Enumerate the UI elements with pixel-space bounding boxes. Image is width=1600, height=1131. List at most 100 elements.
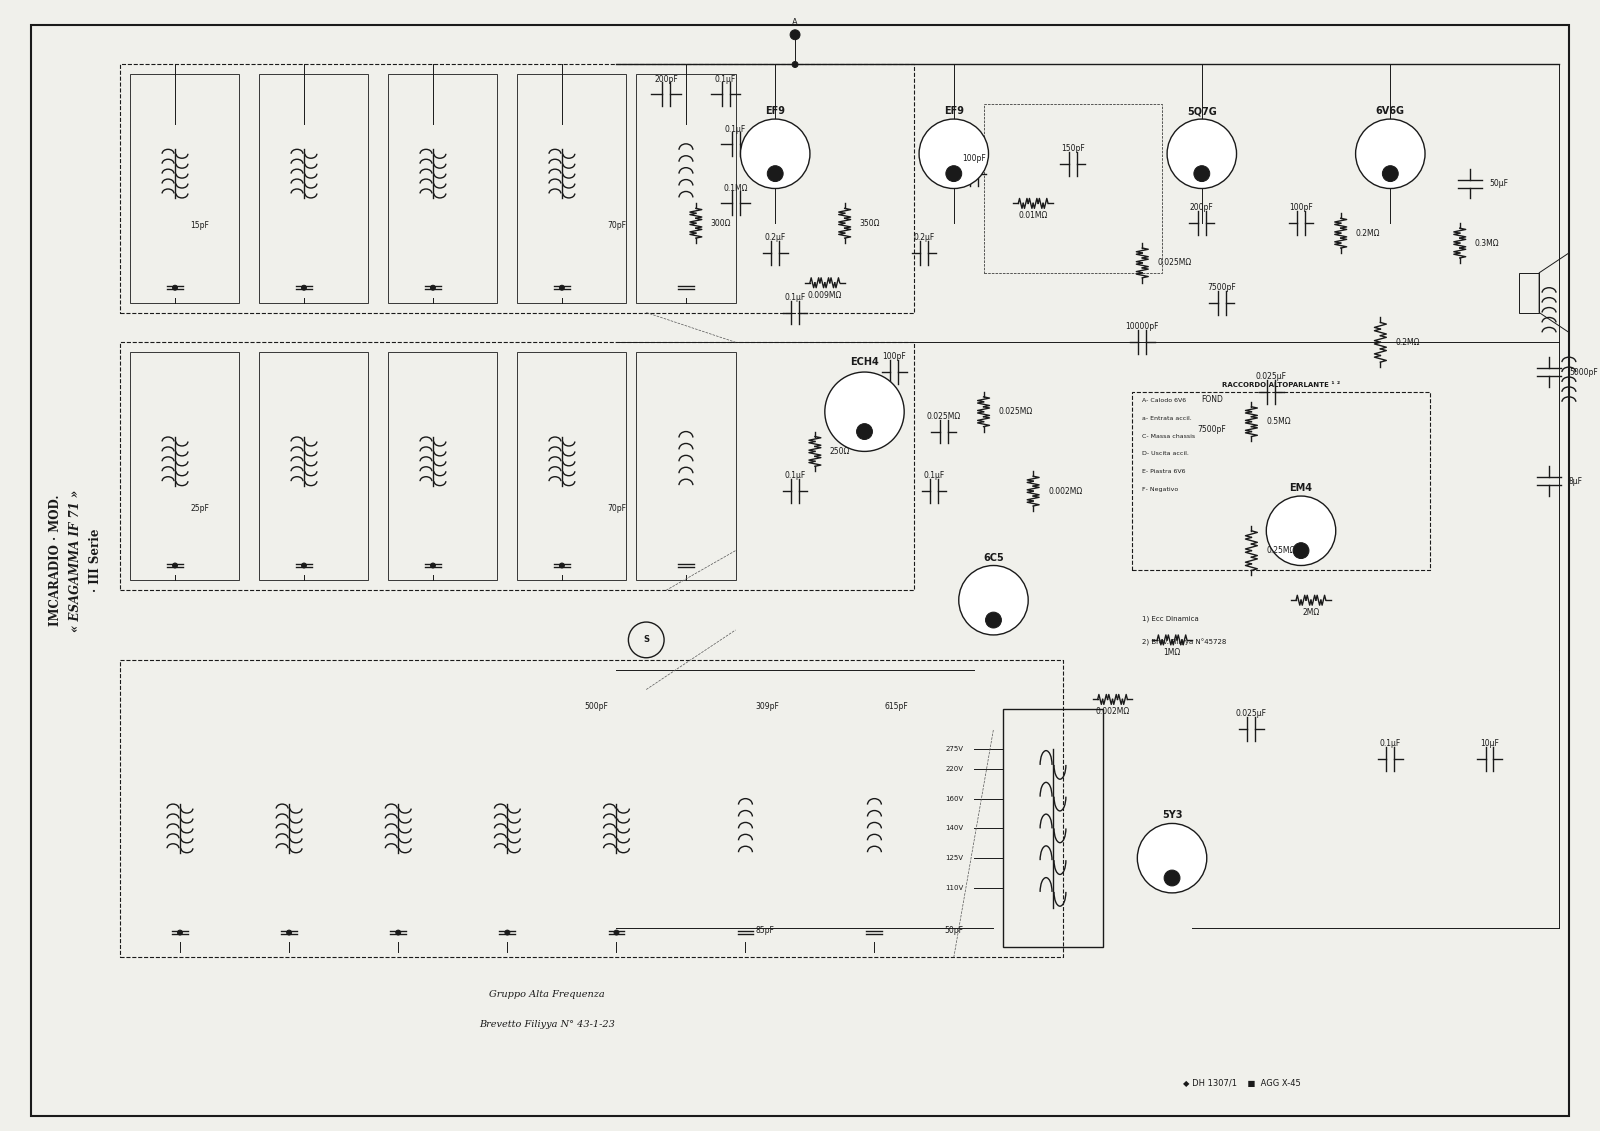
Text: 15pF: 15pF bbox=[190, 222, 210, 231]
Text: EM4: EM4 bbox=[1290, 483, 1312, 493]
Text: 0.3MΩ: 0.3MΩ bbox=[1475, 239, 1499, 248]
Circle shape bbox=[1293, 543, 1309, 559]
Circle shape bbox=[792, 61, 798, 68]
Text: a- Entrata accil.: a- Entrata accil. bbox=[1142, 416, 1192, 421]
Text: EF9: EF9 bbox=[765, 106, 786, 116]
Text: S: S bbox=[643, 636, 650, 645]
Circle shape bbox=[1165, 870, 1179, 886]
Circle shape bbox=[768, 165, 782, 182]
Text: 0.1MΩ: 0.1MΩ bbox=[723, 184, 747, 193]
Bar bbox=[637, 352, 736, 580]
Text: 0.1μF: 0.1μF bbox=[923, 472, 944, 481]
Text: 10000pF: 10000pF bbox=[1125, 322, 1158, 331]
Text: 8μF: 8μF bbox=[1570, 476, 1582, 485]
Text: A: A bbox=[792, 18, 798, 27]
Text: 0.1μF: 0.1μF bbox=[725, 124, 746, 133]
Text: 5000pF: 5000pF bbox=[1570, 368, 1598, 377]
Text: Brevetto Filiyya N° 43-1-23: Brevetto Filiyya N° 43-1-23 bbox=[478, 1020, 614, 1029]
Circle shape bbox=[560, 563, 565, 568]
Text: 0.1μF: 0.1μF bbox=[784, 293, 806, 302]
Circle shape bbox=[856, 424, 872, 440]
Text: 70pF: 70pF bbox=[606, 504, 626, 513]
Text: 1) Ecc Dinamica: 1) Ecc Dinamica bbox=[1142, 615, 1198, 622]
Text: EF9: EF9 bbox=[944, 106, 963, 116]
Circle shape bbox=[430, 563, 435, 568]
Text: « ESAGAMMA IF 71 »: « ESAGAMMA IF 71 » bbox=[69, 490, 82, 632]
Text: 300Ω: 300Ω bbox=[710, 218, 731, 227]
Bar bbox=[984, 104, 1162, 273]
Bar bbox=[120, 64, 914, 312]
Bar bbox=[130, 352, 240, 580]
Text: 200pF: 200pF bbox=[1190, 204, 1214, 213]
Text: 0.1μF: 0.1μF bbox=[715, 76, 736, 85]
Circle shape bbox=[173, 285, 178, 291]
Text: 0.025MΩ: 0.025MΩ bbox=[926, 412, 962, 421]
Circle shape bbox=[986, 612, 1002, 628]
Text: 1MΩ: 1MΩ bbox=[1163, 648, 1181, 657]
Text: 25pF: 25pF bbox=[190, 504, 210, 513]
Text: 100pF: 100pF bbox=[962, 154, 986, 163]
Text: 5Q7G: 5Q7G bbox=[1187, 106, 1216, 116]
Text: 6V6G: 6V6G bbox=[1376, 106, 1405, 116]
Text: · III Serie: · III Serie bbox=[90, 529, 102, 593]
Bar bbox=[517, 352, 627, 580]
Text: C- Massa chassis: C- Massa chassis bbox=[1142, 433, 1195, 439]
Text: 0.025μF: 0.025μF bbox=[1235, 709, 1267, 718]
Circle shape bbox=[1382, 165, 1398, 182]
Text: 0.002MΩ: 0.002MΩ bbox=[1096, 707, 1130, 716]
Text: D- Uscita accil.: D- Uscita accil. bbox=[1142, 451, 1189, 457]
Circle shape bbox=[301, 563, 307, 568]
Circle shape bbox=[741, 119, 810, 189]
Text: 2) Brev. Filiyya N°45728: 2) Brev. Filiyya N°45728 bbox=[1142, 639, 1227, 647]
Bar bbox=[517, 75, 627, 303]
Text: 70pF: 70pF bbox=[606, 222, 626, 231]
Text: 160V: 160V bbox=[946, 795, 963, 802]
Text: 309pF: 309pF bbox=[755, 702, 779, 711]
Circle shape bbox=[1194, 165, 1210, 182]
Text: 0.01MΩ: 0.01MΩ bbox=[1019, 211, 1048, 221]
Circle shape bbox=[1266, 497, 1336, 566]
Circle shape bbox=[614, 930, 619, 935]
Circle shape bbox=[1138, 823, 1206, 892]
Bar bbox=[1520, 273, 1539, 312]
Bar bbox=[130, 75, 240, 303]
Circle shape bbox=[790, 29, 800, 40]
Text: 7500pF: 7500pF bbox=[1208, 283, 1237, 292]
Text: ECH4: ECH4 bbox=[850, 357, 878, 368]
Bar bbox=[389, 75, 498, 303]
Text: A- Calodo 6V6: A- Calodo 6V6 bbox=[1142, 398, 1187, 403]
Text: IMCARADIO · MOD.: IMCARADIO · MOD. bbox=[50, 494, 62, 627]
Circle shape bbox=[1355, 119, 1426, 189]
Text: 0.025μF: 0.025μF bbox=[1256, 372, 1286, 381]
Text: 6C5: 6C5 bbox=[982, 553, 1003, 562]
Text: FOND: FOND bbox=[1200, 395, 1222, 404]
Text: 0.025MΩ: 0.025MΩ bbox=[998, 407, 1032, 416]
Circle shape bbox=[430, 285, 435, 291]
Bar bbox=[120, 659, 1062, 957]
Text: 0.2MΩ: 0.2MΩ bbox=[1355, 228, 1381, 238]
Text: Gruppo Alta Frequenza: Gruppo Alta Frequenza bbox=[490, 990, 605, 999]
Circle shape bbox=[826, 372, 904, 451]
Text: 50pF: 50pF bbox=[944, 925, 963, 934]
Text: 0.2μF: 0.2μF bbox=[914, 233, 934, 242]
Text: 0.002MΩ: 0.002MΩ bbox=[1048, 486, 1082, 495]
Circle shape bbox=[918, 119, 989, 189]
Text: 110V: 110V bbox=[946, 884, 963, 891]
Circle shape bbox=[286, 930, 291, 935]
Text: 125V: 125V bbox=[946, 855, 963, 861]
Text: 500pF: 500pF bbox=[584, 702, 608, 711]
Bar bbox=[259, 75, 368, 303]
Text: ◆ DH 1307/1    ■  AGG X-45: ◆ DH 1307/1 ■ AGG X-45 bbox=[1182, 1079, 1301, 1088]
Circle shape bbox=[301, 285, 307, 291]
Bar bbox=[389, 352, 498, 580]
Circle shape bbox=[958, 566, 1029, 634]
Text: 0.009MΩ: 0.009MΩ bbox=[808, 291, 842, 300]
Text: 2MΩ: 2MΩ bbox=[1302, 608, 1320, 618]
Text: RACCORDO ALTOPARLANTE ¹ ²: RACCORDO ALTOPARLANTE ¹ ² bbox=[1222, 382, 1341, 388]
Text: 7500pF: 7500pF bbox=[1197, 424, 1226, 433]
Bar bbox=[637, 75, 736, 303]
Text: 0.2μF: 0.2μF bbox=[765, 233, 786, 242]
Bar bbox=[259, 352, 368, 580]
Text: 100pF: 100pF bbox=[882, 352, 906, 361]
Bar bbox=[1133, 391, 1430, 570]
